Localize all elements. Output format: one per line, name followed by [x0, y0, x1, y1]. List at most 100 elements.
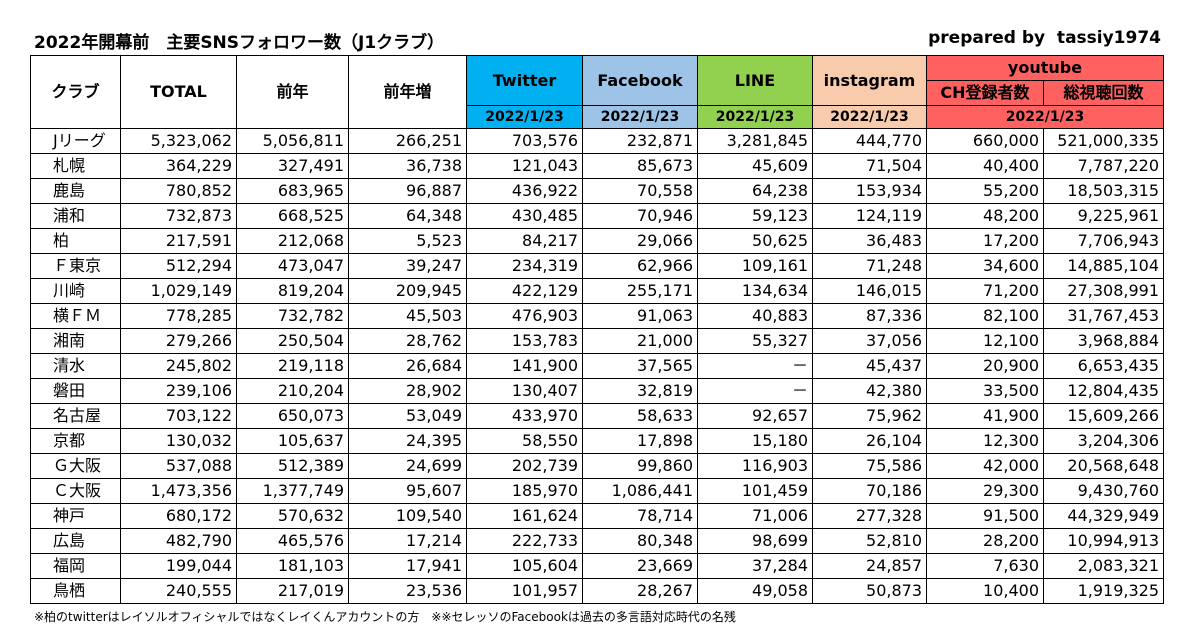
row: 京都 130,032 105,637 24,395 58,550 17,898 15,180…: [30, 428, 1164, 454]
footnote: ※柏のtwitterはレイソルオフィシャルではなくレイくんアカウントの方 ※※セ…: [34, 610, 736, 624]
cell: 37,284: [697, 553, 813, 579]
cell: 3,281,845: [697, 128, 813, 154]
cell: 185,970: [466, 478, 583, 504]
cell: 7,706,943: [1043, 228, 1164, 254]
cell: 71,200: [926, 278, 1044, 304]
cell: 49,058: [697, 578, 813, 604]
column-header: youtube: [926, 55, 1164, 81]
cell: 87,336: [812, 303, 927, 329]
cell: 41,900: [926, 403, 1044, 429]
column-header: Twitter: [466, 55, 583, 106]
club: 名古屋: [30, 403, 121, 429]
cell: 50,625: [697, 228, 813, 254]
row: 湘南 279,266 250,504 28,762 153,783 21,000 55,32…: [30, 328, 1164, 354]
cell: 40,400: [926, 153, 1044, 179]
cell: 45,437: [812, 353, 927, 379]
cell: 36,738: [348, 153, 467, 179]
club: 広島: [30, 528, 121, 554]
cell: 7,787,220: [1043, 153, 1164, 179]
cell: 153,783: [466, 328, 583, 354]
cell: 668,525: [236, 203, 349, 229]
cell: 64,238: [697, 178, 813, 204]
cell: 17,898: [582, 428, 698, 454]
cell: 212,068: [236, 228, 349, 254]
club: Jリーグ: [30, 128, 121, 154]
cell: 124,119: [812, 203, 927, 229]
cell: 476,903: [466, 303, 583, 329]
row: CH登録者数 総視聴回数: [31, 80, 1164, 106]
cell: 80,348: [582, 528, 698, 554]
row: 札幌 364,229 327,491 36,738 121,043 85,673 45,60…: [30, 153, 1164, 179]
cell: 436,922: [466, 178, 583, 204]
cell: 12,100: [926, 328, 1044, 354]
cell: 153,934: [812, 178, 927, 204]
cell: 116,903: [697, 453, 813, 479]
cell: 109,540: [348, 503, 467, 529]
cell: 34,600: [926, 253, 1044, 279]
cell: 29,300: [926, 478, 1044, 504]
cell: 78,714: [582, 503, 698, 529]
cell: －: [697, 353, 813, 379]
cell: 482,790: [120, 528, 237, 554]
cell: 101,459: [697, 478, 813, 504]
cell: 209,945: [348, 278, 467, 304]
cell: 5,056,811: [236, 128, 349, 154]
cell: 9,430,760: [1043, 478, 1164, 504]
cell: 33,500: [926, 378, 1044, 404]
cell: 250,504: [236, 328, 349, 354]
row: Ｇ大阪 537,088 512,389 24,699 202,739 99,860 116,…: [30, 453, 1164, 479]
cell: 40,883: [697, 303, 813, 329]
cell: 14,885,104: [1043, 253, 1164, 279]
column-header: LINE: [697, 55, 813, 106]
cell: 21,000: [582, 328, 698, 354]
cell: 39,247: [348, 253, 467, 279]
column-header: instagram: [812, 55, 927, 106]
cell: 217,019: [236, 578, 349, 604]
cell: 266,251: [348, 128, 467, 154]
cell: 64,348: [348, 203, 467, 229]
cell: 109,161: [697, 253, 813, 279]
column-header: クラブ: [30, 55, 121, 129]
cell: 20,900: [926, 353, 1044, 379]
cell: 85,673: [582, 153, 698, 179]
cell: 240,555: [120, 578, 237, 604]
cell: 1,919,325: [1043, 578, 1164, 604]
cell: 24,699: [348, 453, 467, 479]
cell: 59,123: [697, 203, 813, 229]
cell: 75,586: [812, 453, 927, 479]
cell: 680,172: [120, 503, 237, 529]
cell: 42,380: [812, 378, 927, 404]
row: Jリーグ 5,323,062 5,056,811 266,251 703,576 232,…: [30, 128, 1164, 154]
cell: 1,377,749: [236, 478, 349, 504]
row: 広島 482,790 465,576 17,214 222,733 80,348 98,69…: [30, 528, 1164, 554]
cell: 217,591: [120, 228, 237, 254]
cell: 44,329,949: [1043, 503, 1164, 529]
row: 2022/1/23 2022/1/23 2022/1/23 2022/1/23 2022…: [31, 105, 1164, 129]
cell: 71,248: [812, 253, 927, 279]
club: 札幌: [30, 153, 121, 179]
cell: 433,970: [466, 403, 583, 429]
cell: 105,637: [236, 428, 349, 454]
cell: 703,122: [120, 403, 237, 429]
cell: 12,804,435: [1043, 378, 1164, 404]
club: 横ＦＭ: [30, 303, 121, 329]
credit: prepared by tassiy1974: [928, 28, 1161, 48]
column-header: TOTAL: [120, 55, 237, 129]
cell: 121,043: [466, 153, 583, 179]
club: 浦和: [30, 203, 121, 229]
cell: 5,323,062: [120, 128, 237, 154]
cell: 17,200: [926, 228, 1044, 254]
cell: 91,063: [582, 303, 698, 329]
cell: 24,395: [348, 428, 467, 454]
cell: 23,536: [348, 578, 467, 604]
club: 柏: [30, 228, 121, 254]
cell: 327,491: [236, 153, 349, 179]
cell: 512,294: [120, 253, 237, 279]
cell: 105,604: [466, 553, 583, 579]
cell: 279,266: [120, 328, 237, 354]
cell: 7,630: [926, 553, 1044, 579]
cell: 75,962: [812, 403, 927, 429]
club: 神戸: [30, 503, 121, 529]
cell: 660,000: [926, 128, 1044, 154]
cell: 1,086,441: [582, 478, 698, 504]
